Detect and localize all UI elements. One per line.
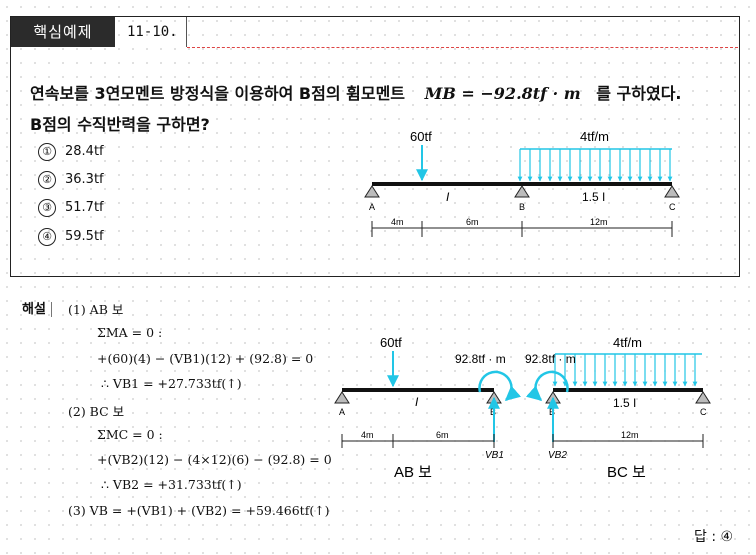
fig2-point-C: C [700, 407, 707, 417]
beam-figure-2: 60tf A B I 92.8tf · m VB1 4tf/m B C 1.5 … [334, 335, 711, 481]
problem-tag: 핵심예제 [11, 17, 115, 47]
fig2-caption-ab: AB 보 [394, 464, 432, 481]
fig2-caption-bc: BC 보 [607, 464, 646, 481]
fig1-point-load-label: 60tf [410, 129, 432, 144]
option-1[interactable]: ① 28.4tf [38, 143, 104, 161]
solution-label: 해설 [22, 298, 52, 317]
solution-step1-title: (1) AB 보 [68, 302, 124, 317]
fig1-dist-load-arrows [517, 149, 673, 182]
problem-box [10, 16, 740, 277]
fig2-support-A [334, 391, 350, 404]
question-text-1: 연속보를 3연모멘트 방정식을 이용하여 B점의 휨모멘트 [30, 84, 406, 103]
fig1-span1-label: I [446, 190, 450, 204]
fig1-support-B [514, 185, 530, 198]
option-2-number: ② [38, 171, 56, 189]
question-text-1-end: 를 구하였다. [596, 84, 682, 103]
solution-step1-eq3: ∴ VB1 = +27.733tf(↑) [101, 376, 242, 391]
moment-expression: MB = −92.8tf · m [424, 84, 581, 103]
fig1-dimension-lines [371, 221, 673, 237]
fig2-support-C [695, 391, 711, 404]
fig2-reaction-left-label: VB1 [485, 450, 504, 461]
solution-step1-eq1: ΣMA = 0 : [97, 325, 163, 340]
fig1-point-A: A [369, 202, 375, 212]
solution-step1-eq2: +(60)(4) − (VB1)(12) + (92.8) = 0 [97, 351, 314, 366]
fig2-moment-left-arrow [478, 370, 522, 401]
option-2-text: 36.3tf [65, 172, 104, 187]
fig1-span2-label: 1.5 I [582, 190, 605, 204]
solution-step2-eq1: ΣMC = 0 : [97, 427, 163, 442]
fig1-support-C [664, 185, 680, 198]
fig2-point-A: A [339, 407, 345, 417]
fig2-moment-right-label: 92.8tf · m [525, 352, 576, 366]
fig2-point-load-label: 60tf [380, 335, 402, 350]
beam-figure-1: 60tf 4tf/m A B C I 1.5 I 4m 6m 12m [364, 129, 680, 237]
fig1-point-C: C [669, 202, 676, 212]
option-4[interactable]: ④ 59.5tf [38, 228, 104, 246]
fig2-span1-label: I [415, 395, 419, 409]
header-divider [187, 47, 738, 48]
solution-step2-eq2: +(VB2)(12) − (4×12)(6) − (92.8) = 0 [97, 452, 332, 467]
fig2-beam-AB [342, 388, 494, 392]
fig1-point-B: B [519, 202, 525, 212]
fig2-dist-load-arrows [552, 354, 698, 387]
option-4-number: ④ [38, 228, 56, 246]
option-1-number: ① [38, 143, 56, 161]
answer-text: 답 : ④ [694, 529, 734, 545]
fig2-dim-4m: 4m [361, 430, 374, 440]
question-line-1: 연속보를 3연모멘트 방정식을 이용하여 B점의 휨모멘트 MB = −92.8… [30, 80, 682, 104]
fig2-dim-12m: 12m [621, 430, 639, 440]
fig1-dim-6m: 6m [466, 217, 479, 227]
question-line-2: B점의 수직반력을 구하면? [30, 115, 210, 134]
fig2-moment-left-label: 92.8tf · m [455, 352, 506, 366]
solution-step3: (3) VB = +(VB1) + (VB2) = +59.466tf(↑) [68, 503, 330, 518]
option-3-number: ③ [38, 199, 56, 217]
fig2-dist-load-label: 4tf/m [613, 335, 642, 350]
fig2-beam-BC [553, 388, 703, 392]
fig1-dim-4m: 4m [391, 217, 404, 227]
fig2-reaction-right-label: VB2 [548, 450, 567, 461]
option-4-text: 59.5tf [65, 229, 104, 244]
option-2[interactable]: ② 36.3tf [38, 171, 104, 189]
problem-number: 11-10. [115, 17, 187, 47]
fig1-beam [372, 182, 672, 186]
fig1-dim-12m: 12m [590, 217, 608, 227]
fig2-dim-6m: 6m [436, 430, 449, 440]
fig1-support-A [364, 185, 380, 198]
fig2-span2-label: 1.5 I [613, 396, 636, 410]
fig2-dimension-lines [341, 434, 704, 448]
option-3-text: 51.7tf [65, 200, 104, 215]
option-3[interactable]: ③ 51.7tf [38, 199, 104, 217]
option-1-text: 28.4tf [65, 144, 104, 159]
solution-step2-eq3: ∴ VB2 = +31.733tf(↑) [101, 477, 242, 492]
solution-step2-title: (2) BC 보 [68, 404, 125, 419]
fig2-moment-right-arrow [525, 370, 569, 401]
fig1-dist-load-label: 4tf/m [580, 129, 609, 144]
